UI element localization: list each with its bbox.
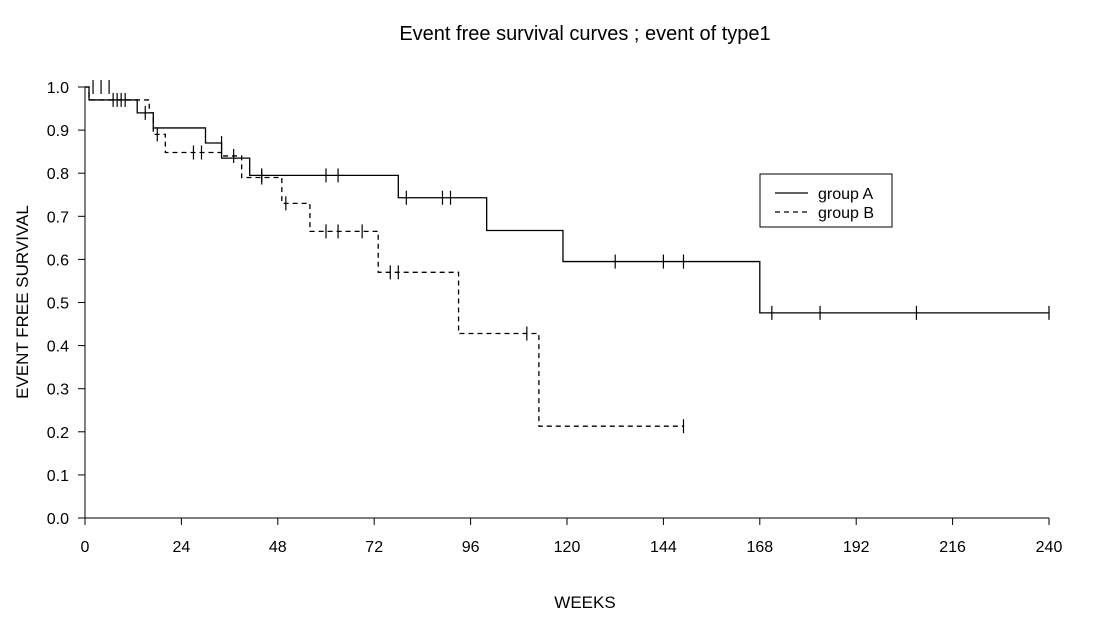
- legend-entry: group A: [818, 186, 873, 203]
- x-axis-label: WEEKS: [554, 593, 615, 612]
- legend-entry: group B: [818, 205, 874, 222]
- x-tick-label: 72: [365, 539, 383, 556]
- series-line-group-a: [85, 86, 1049, 314]
- y-tick-label: 1.0: [47, 80, 69, 97]
- y-tick-label: 0.1: [47, 468, 69, 485]
- x-tick-label: 144: [650, 539, 677, 556]
- chart-title: Event free survival curves ; event of ty…: [399, 23, 770, 45]
- series-group: [85, 80, 1050, 434]
- y-axis-label: EVENT FREE SURVIVAL: [13, 205, 32, 399]
- y-tick-label: 0.3: [47, 382, 69, 399]
- x-tick-label: 24: [173, 539, 191, 556]
- x-tick-label: 48: [269, 539, 287, 556]
- y-tick-label: 0.5: [47, 296, 69, 313]
- x-tick-label: 96: [462, 539, 480, 556]
- x-tick-label: 168: [746, 539, 773, 556]
- legend-box: [759, 173, 893, 228]
- x-tick-label: 240: [1036, 539, 1063, 556]
- y-tick-label: 0.8: [47, 166, 69, 183]
- y-tick-label: 0.4: [47, 339, 69, 356]
- y-tick-label: 0.2: [47, 425, 69, 442]
- x-tick-label: 0: [81, 539, 90, 556]
- y-tick-label: 0.0: [47, 511, 69, 528]
- x-tick-label: 120: [554, 539, 581, 556]
- series-line-group-b: [85, 86, 684, 427]
- legend: group A group B: [759, 173, 893, 228]
- y-tick-label: 0.9: [47, 123, 69, 140]
- axis-ticks: 0 24 48 72 96 120 144 168 192 216 240 0.0 0.1 0.2 0.3 0…: [47, 80, 1063, 556]
- x-tick-label: 192: [843, 539, 870, 556]
- y-tick-label: 0.6: [47, 252, 69, 269]
- x-tick-label: 216: [939, 539, 966, 556]
- y-tick-label: 0.7: [47, 209, 69, 226]
